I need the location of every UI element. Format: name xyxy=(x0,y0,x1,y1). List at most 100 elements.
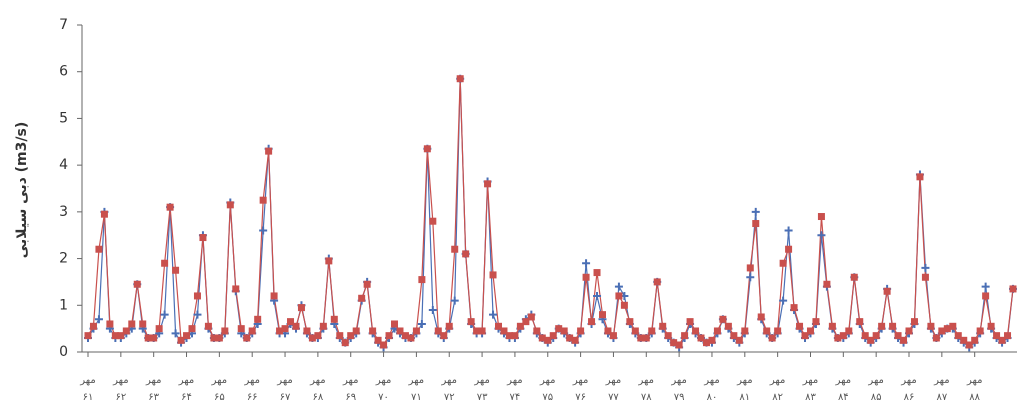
marker xyxy=(719,315,727,323)
marker xyxy=(998,336,1006,344)
marker xyxy=(429,217,437,225)
x-tick-label: مهر ۷۱ xyxy=(408,375,424,403)
marker xyxy=(806,327,814,335)
marker xyxy=(757,313,765,321)
marker xyxy=(538,334,546,342)
marker xyxy=(828,322,836,330)
marker xyxy=(325,257,333,265)
marker xyxy=(549,332,557,340)
marker xyxy=(823,280,831,288)
x-tick-label: مهر ۶۸ xyxy=(309,375,325,403)
marker xyxy=(774,327,782,335)
marker xyxy=(396,327,404,335)
marker xyxy=(374,336,382,344)
marker xyxy=(94,315,103,324)
marker xyxy=(708,336,716,344)
marker xyxy=(199,234,207,242)
marker xyxy=(637,334,645,342)
marker xyxy=(451,245,459,253)
marker xyxy=(232,285,240,293)
marker xyxy=(900,336,908,344)
marker xyxy=(648,327,656,335)
marker xyxy=(614,282,623,291)
x-tick-label: مهر ۶۲ xyxy=(112,375,128,403)
x-tick-label: مهر ۶۹ xyxy=(342,375,358,403)
marker xyxy=(347,332,355,340)
marker xyxy=(981,282,990,291)
marker xyxy=(976,327,984,335)
marker xyxy=(593,269,601,277)
y-tick-label: 4 xyxy=(59,157,68,173)
marker xyxy=(790,304,798,312)
marker xyxy=(785,245,793,253)
marker xyxy=(259,226,268,235)
marker xyxy=(428,305,437,314)
marker xyxy=(938,327,946,335)
marker xyxy=(166,203,174,211)
marker xyxy=(226,201,234,209)
marker xyxy=(215,334,223,342)
marker xyxy=(659,322,667,330)
x-tick-label: مهر ۷۳ xyxy=(473,375,489,403)
marker xyxy=(872,332,880,340)
marker xyxy=(965,341,973,349)
marker xyxy=(850,273,858,281)
marker xyxy=(905,327,913,335)
marker xyxy=(730,332,738,340)
marker xyxy=(336,332,344,340)
marker xyxy=(768,334,776,342)
x-tick-label: مهر ۸۶ xyxy=(900,375,916,403)
marker xyxy=(812,318,820,326)
marker xyxy=(867,336,875,344)
marker xyxy=(144,334,152,342)
marker xyxy=(861,332,869,340)
marker xyxy=(281,325,289,333)
marker xyxy=(681,332,689,340)
marker xyxy=(270,292,278,300)
marker xyxy=(588,318,596,326)
marker xyxy=(445,322,453,330)
marker xyxy=(960,336,968,344)
marker xyxy=(89,322,97,330)
marker xyxy=(292,322,300,330)
marker xyxy=(210,334,218,342)
marker xyxy=(686,318,694,326)
x-tick-label: مهر ۷۸ xyxy=(638,375,654,403)
marker xyxy=(243,334,251,342)
marker xyxy=(751,207,760,216)
marker xyxy=(308,334,316,342)
marker xyxy=(642,334,650,342)
marker xyxy=(171,329,180,338)
marker xyxy=(801,332,809,340)
x-tick-label: مهر ۸۰ xyxy=(703,375,719,403)
marker xyxy=(500,327,508,335)
marker xyxy=(993,332,1001,340)
marker xyxy=(746,264,754,272)
marker xyxy=(784,226,793,235)
marker xyxy=(352,327,360,335)
marker xyxy=(653,278,661,286)
marker xyxy=(604,327,612,335)
marker xyxy=(1009,285,1017,293)
marker xyxy=(161,259,169,267)
marker xyxy=(259,196,267,204)
marker xyxy=(615,292,623,300)
marker xyxy=(987,322,995,330)
marker xyxy=(927,322,935,330)
y-tick-label: 2 xyxy=(59,251,68,267)
y-tick-label: 0 xyxy=(59,344,68,360)
marker xyxy=(133,280,141,288)
marker xyxy=(817,231,826,240)
marker xyxy=(111,332,119,340)
marker xyxy=(620,301,628,309)
marker xyxy=(894,332,902,340)
marker xyxy=(982,292,990,300)
marker xyxy=(265,147,273,155)
marker xyxy=(489,310,498,319)
marker xyxy=(1004,332,1012,340)
marker xyxy=(248,327,256,335)
series-line xyxy=(87,78,1014,349)
marker xyxy=(450,296,459,305)
marker xyxy=(921,273,929,281)
marker xyxy=(417,319,426,328)
